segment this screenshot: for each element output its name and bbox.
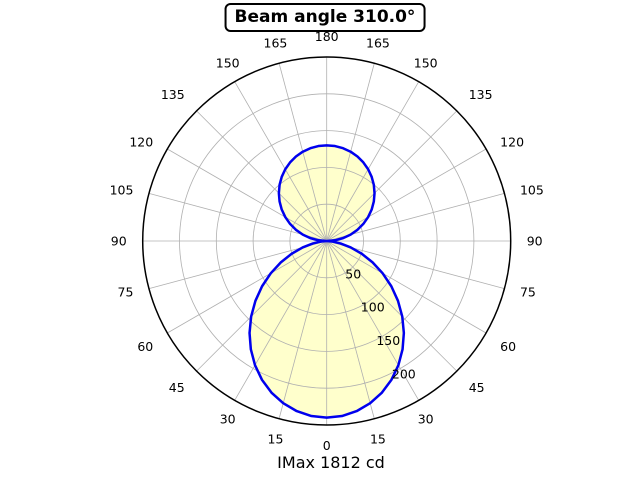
polar-grid-ring (252, 166, 401, 315)
theta-tick-label: 45 (469, 380, 485, 395)
theta-tick-label: 150 (414, 56, 438, 71)
theta-tick-label: 60 (137, 339, 153, 354)
theta-tick-label: 90 (111, 234, 127, 249)
polar-grid-spoke (196, 240, 327, 372)
polar-grid-ring (289, 203, 364, 279)
theta-tick-label: 105 (110, 182, 134, 197)
polar-grid-spoke (234, 240, 328, 401)
polar-grid-spoke (196, 110, 327, 242)
polar-grid-ring (215, 130, 438, 352)
polar-grid-spoke (148, 192, 327, 242)
polar-grid-spoke (326, 240, 420, 401)
theta-tick-label: 15 (268, 431, 284, 446)
theta-tick-label: 90 (527, 234, 543, 249)
polar-grid-spoke (326, 240, 505, 290)
theta-tick-label: 165 (366, 36, 390, 51)
polar-grid-spoke (326, 81, 420, 242)
r-tick-label: 50 (345, 266, 361, 281)
polar-grid-spoke (326, 110, 458, 242)
theta-tick-label: 75 (520, 285, 536, 300)
theta-tick-label: 135 (469, 87, 493, 102)
polar-grid-spoke (148, 240, 327, 290)
theta-tick-label: 30 (220, 411, 236, 426)
polar-grid-spoke (326, 192, 505, 242)
polar-grid-spoke (167, 240, 327, 334)
polar-grid-spoke (234, 81, 328, 242)
polar-grid-spoke (278, 240, 328, 419)
theta-tick-label: 180 (315, 29, 339, 44)
theta-tick-label: 135 (161, 87, 185, 102)
r-tick-label: 100 (361, 300, 385, 315)
polar-outer-circle (141, 56, 512, 426)
theta-tick-label: 120 (129, 135, 153, 150)
theta-tick-label: 165 (264, 36, 288, 51)
chart-title-box: Beam angle 310.0° (224, 3, 426, 32)
theta-tick-label: 150 (216, 56, 240, 71)
theta-tick-label: 15 (370, 431, 386, 446)
r-tick-label: 150 (376, 333, 400, 348)
intensity-curve (248, 144, 406, 419)
r-tick-label: 200 (392, 366, 416, 381)
theta-tick-label: 120 (500, 135, 524, 150)
theta-tick-label: 0 (323, 438, 331, 453)
polar-grid-spoke (326, 240, 487, 334)
polar-grid-spoke (326, 240, 458, 372)
theta-tick-label: 60 (500, 339, 516, 354)
polar-grid-spoke (326, 240, 375, 419)
chart-title: Beam angle 310.0° (234, 7, 416, 27)
polar-grid-ring (179, 93, 475, 389)
polar-grid-spoke (167, 148, 327, 242)
theta-tick-label: 45 (169, 380, 185, 395)
theta-tick-label: 105 (520, 182, 544, 197)
imax-caption: IMax 1812 cd (277, 453, 385, 472)
polar-grid-spoke (326, 148, 487, 242)
theta-tick-label: 30 (418, 411, 434, 426)
theta-tick-label: 75 (118, 285, 134, 300)
